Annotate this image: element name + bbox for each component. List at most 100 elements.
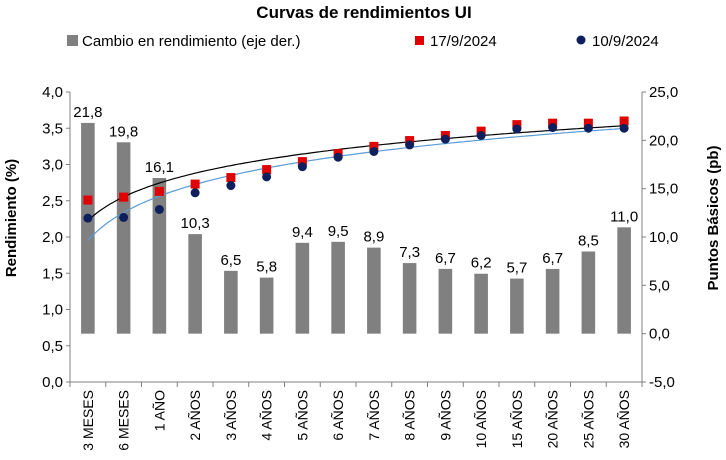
bar xyxy=(581,251,596,334)
bar-data-label: 6,5 xyxy=(220,252,241,269)
x-tick-label: 6 MESES xyxy=(116,390,132,451)
series-2-point xyxy=(369,146,379,156)
x-tick-label: 2 AÑOS xyxy=(187,390,203,441)
y-right-axis-title: Puntos Básicos (pb) xyxy=(705,145,722,290)
y-left-tick-label: 3,5 xyxy=(42,120,63,137)
y-right-tick-label: 25,0 xyxy=(649,84,678,101)
series-1-point xyxy=(262,165,272,175)
plot-area: 0,0 0,5 1,0 1,5 2,0 2,5 3,0 3,5 4,0 -5,0 0,0 5,0 10,… xyxy=(42,84,678,451)
x-tick-label: 15 AÑOS xyxy=(509,390,525,448)
series-2-point xyxy=(83,213,93,223)
bar-data-label: 16,1 xyxy=(145,159,174,176)
series-2-point xyxy=(226,181,236,191)
bar xyxy=(402,263,417,334)
x-tick-label: 3 MESES xyxy=(80,390,96,451)
bar-data-label: 5,7 xyxy=(506,260,527,277)
y-left-tick-label: 1,0 xyxy=(42,302,63,319)
bar-data-label: 9,4 xyxy=(292,224,313,241)
legend-label-series-1: 17/9/2024 xyxy=(430,33,497,50)
series-2-point xyxy=(190,188,200,198)
x-tick-label: 9 AÑOS xyxy=(437,390,453,441)
x-tick-label: 3 AÑOS xyxy=(223,390,239,441)
x-tick-label: 6 AÑOS xyxy=(330,390,346,441)
series-2-point xyxy=(405,140,415,150)
y-right-tick-label: 15,0 xyxy=(649,181,678,198)
bar-data-label: 5,8 xyxy=(256,259,277,276)
x-tick-label: 30 AÑOS xyxy=(616,390,632,448)
bar xyxy=(617,227,631,334)
x-tick-label: 4 AÑOS xyxy=(259,390,275,441)
bar xyxy=(81,122,95,334)
legend-label-bars: Cambio en rendimiento (eje der.) xyxy=(82,33,300,50)
bar xyxy=(510,278,524,334)
y-right-tick-label: 20,0 xyxy=(649,132,678,149)
bar xyxy=(259,277,274,334)
bar-data-label: 11,0 xyxy=(610,208,638,225)
bar-data-label: 6,7 xyxy=(435,250,456,267)
legend-swatch-series-1 xyxy=(415,36,424,45)
series-2-point xyxy=(119,212,129,222)
series-2-point xyxy=(476,131,486,140)
series-1-point xyxy=(154,186,164,196)
series-2-point xyxy=(583,123,593,133)
series-1-point xyxy=(619,116,629,126)
y-left-tick-label: 0,0 xyxy=(42,374,63,391)
y-right-tick-label: 10,0 xyxy=(649,229,678,246)
y-left-tick-label: 3,0 xyxy=(42,157,63,174)
y-left-tick-label: 2,5 xyxy=(42,193,63,210)
y-right-tick-label: 5,0 xyxy=(649,277,670,294)
series-2-point xyxy=(297,162,307,172)
y-right-tick-label: -5,0 xyxy=(649,374,675,391)
series-1-point xyxy=(226,173,236,183)
x-tick-label: 20 AÑOS xyxy=(545,390,561,448)
legend-swatch-bars xyxy=(67,35,78,46)
series-2-point xyxy=(548,123,558,133)
bar xyxy=(295,242,310,334)
legend: Cambio en rendimiento (eje der.) 17/9/20… xyxy=(67,33,659,50)
x-tick-label: 10 AÑOS xyxy=(473,390,489,448)
bar-data-label: 8,9 xyxy=(363,229,384,246)
trendline-1 xyxy=(87,125,625,222)
series-1-point xyxy=(83,195,93,205)
bar xyxy=(545,268,560,334)
bar xyxy=(438,268,453,334)
chart-title: Curvas de rendimientos UI xyxy=(256,3,471,22)
bar xyxy=(474,273,488,334)
series-2-point xyxy=(512,124,522,134)
series-1-point xyxy=(583,118,593,128)
bar-data-label: 9,5 xyxy=(328,223,349,240)
y-right-tick-label: 0,0 xyxy=(649,326,670,343)
series-2-point xyxy=(440,134,450,144)
bar-data-label: 19,8 xyxy=(109,123,138,140)
y-left-tick-label: 0,5 xyxy=(42,338,63,355)
series-2-point xyxy=(619,123,629,133)
series-1-point xyxy=(190,179,200,189)
y-left-tick-label: 4,0 xyxy=(42,84,63,101)
bar xyxy=(116,142,131,334)
legend-swatch-series-2 xyxy=(576,35,586,45)
bar xyxy=(188,234,202,334)
bar-data-label: 6,7 xyxy=(542,250,563,267)
x-tick-label: 8 AÑOS xyxy=(402,390,418,441)
bar xyxy=(224,270,238,334)
x-tick-label: 1 AÑO xyxy=(151,390,167,431)
x-tick-label: 25 AÑOS xyxy=(580,390,596,448)
series-1-point xyxy=(297,157,307,167)
series-2-point xyxy=(333,152,343,162)
series-1-point xyxy=(369,141,379,151)
trendline-2 xyxy=(87,127,625,241)
bar xyxy=(331,241,345,334)
y-left-tick-label: 2,0 xyxy=(42,229,63,246)
x-tick-label: 5 AÑOS xyxy=(294,390,310,441)
series-2-point xyxy=(262,172,272,182)
bar xyxy=(152,178,167,334)
y-left-axis-title: Rendimiento (%) xyxy=(3,159,20,277)
series-1-point xyxy=(119,192,129,202)
series-2-point xyxy=(154,204,164,214)
bar-data-label: 8,5 xyxy=(578,233,599,250)
legend-label-series-2: 10/9/2024 xyxy=(592,33,659,50)
bar xyxy=(367,247,381,334)
bar-data-label: 7,3 xyxy=(399,244,420,261)
